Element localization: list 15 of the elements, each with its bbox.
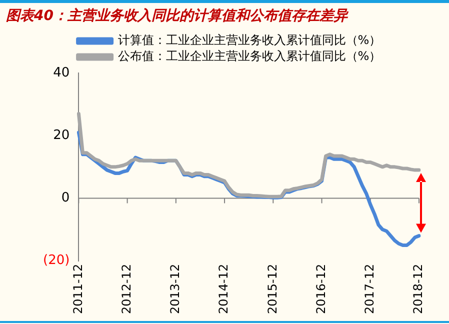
legend-label: 计算值：工业企业主营业务收入累计值同比（%） bbox=[118, 33, 382, 48]
x-tick-label: 2011-12 bbox=[70, 264, 85, 314]
x-tick-label: 2013-12 bbox=[168, 264, 182, 314]
x-tick-label: 2012-12 bbox=[119, 264, 134, 314]
x-tick-label: 2015-12 bbox=[265, 264, 280, 314]
y-tick-label: (20) bbox=[43, 253, 70, 268]
x-tick-label: 2014-12 bbox=[216, 264, 231, 314]
chart-title: 图表40：主营业务收入同比的计算值和公布值存在差异 bbox=[5, 6, 350, 26]
y-tick-label: 0 bbox=[61, 190, 70, 206]
legend-label: 公布值：工业企业主营业务收入累计值同比（%） bbox=[118, 49, 382, 64]
y-tick-label: 20 bbox=[53, 128, 70, 143]
y-tick-label: 40 bbox=[53, 65, 70, 80]
x-tick-label: 2017-12 bbox=[362, 264, 377, 314]
x-tick-label: 2016-12 bbox=[314, 264, 328, 314]
x-tick-label: 2018-12 bbox=[411, 264, 426, 314]
